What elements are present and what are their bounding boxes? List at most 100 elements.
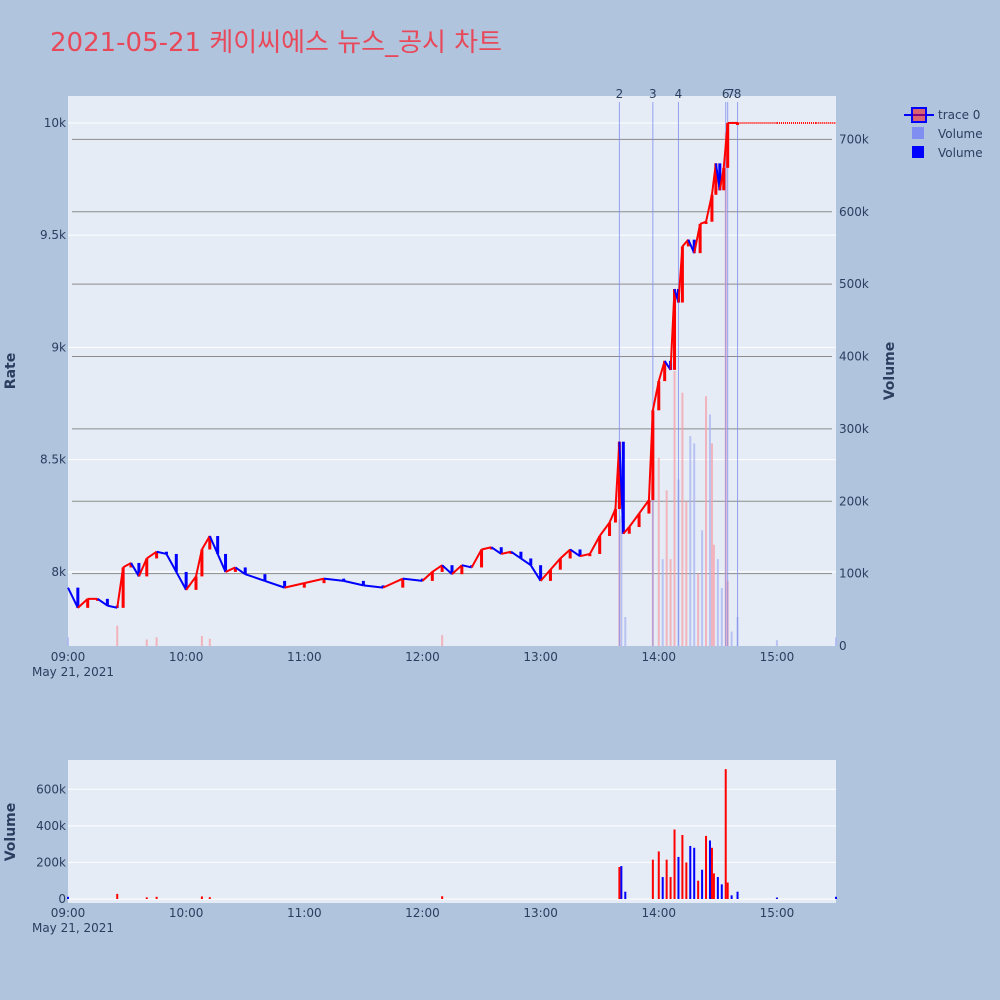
- volume-light-legend-icon: [912, 127, 924, 139]
- volume-x-tick-label: 15:00: [760, 906, 795, 920]
- x-tick-label: 10:00: [169, 650, 204, 664]
- volume-bar: [716, 877, 719, 899]
- candle-body: [673, 289, 677, 370]
- price-segment: [549, 557, 562, 571]
- legend[interactable]: trace 0 Volume Volume: [904, 107, 983, 160]
- volume-bar: [618, 866, 621, 899]
- volume-bar: [67, 896, 69, 899]
- volume-bar: [681, 834, 684, 899]
- y-axis-title: Rate: [3, 353, 19, 389]
- legend-item-volume-light[interactable]: Volume: [912, 127, 983, 141]
- candle-body: [233, 567, 237, 572]
- price-segment: [225, 566, 236, 573]
- volume-overlay-bar: [657, 457, 660, 646]
- price-segment: [598, 521, 611, 537]
- y-tick-label: 8k: [51, 565, 66, 579]
- candle-body: [621, 441, 625, 534]
- y-tick-label: 8.5k: [40, 453, 66, 467]
- event-marker-label: 3: [649, 87, 657, 101]
- event-marker-label: 8: [734, 87, 742, 101]
- volume-overlay-bar: [67, 637, 69, 646]
- main-y2-axis: 0 100k 200k 300k 400k 500k 600k 700k: [839, 132, 869, 653]
- candle-body: [588, 553, 592, 557]
- y2-tick-label: 500k: [839, 277, 869, 291]
- volume-bar: [710, 847, 713, 899]
- volume-overlay-bar: [712, 544, 715, 646]
- candle-body: [76, 587, 80, 608]
- volume-y-tick-label: 0: [58, 892, 66, 906]
- volume-overlay-bar: [673, 371, 676, 646]
- volume-overlay-bar: [681, 392, 684, 646]
- price-segment: [628, 512, 640, 528]
- volume-overlay-bar: [701, 530, 704, 646]
- volume-x-axis: 09:00 10:00 11:00 12:00 13:00 14:00 15:00: [51, 906, 795, 920]
- price-segment: [185, 575, 197, 591]
- volume-y-tick-label: 600k: [36, 782, 66, 796]
- volume-bar: [441, 896, 444, 899]
- candle-body: [224, 553, 228, 572]
- price-segment: [588, 535, 601, 555]
- candle-body: [710, 194, 714, 222]
- price-segment: [579, 552, 591, 558]
- legend-label-volume-2: Volume: [938, 146, 983, 160]
- candle-body: [381, 585, 385, 588]
- chart-title: 2021-05-21 케이씨에스 뉴스_공시 차트: [50, 28, 503, 58]
- event-marker-label: 7: [727, 87, 735, 101]
- price-segment: [539, 569, 552, 582]
- candle-body: [608, 522, 612, 536]
- x-date-label-lower: May 21, 2021: [32, 921, 114, 935]
- event-markers: 2 3 4 67 8: [616, 87, 742, 646]
- price-segment: [569, 548, 581, 558]
- price-segment: [323, 577, 344, 582]
- price-segment: [77, 598, 89, 609]
- volume-bar: [624, 891, 627, 899]
- candle-body: [480, 549, 484, 568]
- price-segment: [284, 582, 305, 589]
- candle-body: [302, 583, 306, 588]
- y-tick-label: 10k: [44, 116, 66, 130]
- y2-tick-label: 0: [839, 639, 847, 653]
- volume-bar: [835, 896, 837, 899]
- candle-body: [627, 527, 631, 534]
- candle-body: [164, 551, 168, 554]
- candle-body: [647, 500, 651, 514]
- x-tick-label: 14:00: [641, 650, 676, 664]
- x-tick-label: 15:00: [760, 650, 795, 664]
- price-segment: [559, 548, 571, 560]
- candle-body: [714, 163, 718, 195]
- price-segment: [481, 546, 492, 551]
- candle-body: [184, 571, 188, 590]
- candle-body: [657, 381, 661, 411]
- legend-item-trace-0[interactable]: trace 0: [904, 107, 980, 123]
- candle-body: [121, 567, 125, 608]
- price-segment: [244, 573, 266, 582]
- candle-body: [342, 578, 346, 581]
- price-segment: [67, 587, 79, 609]
- candle-body: [208, 536, 212, 550]
- volume-bar: [775, 897, 778, 899]
- volume-grid: [68, 788, 836, 900]
- volume-bar: [673, 829, 676, 899]
- y-tick-label: 9.5k: [40, 228, 66, 242]
- candle-body: [692, 239, 696, 254]
- price-segment: [501, 550, 512, 555]
- y2-tick-label: 700k: [839, 132, 869, 146]
- volume-bar: [693, 847, 696, 899]
- price-segment: [520, 557, 532, 567]
- volume-bar: [657, 851, 660, 899]
- price-segment: [510, 550, 522, 560]
- candle-body: [460, 565, 464, 575]
- volume-overlay-bar: [208, 638, 211, 646]
- volume-bar: [145, 897, 148, 899]
- price-segment: [470, 548, 483, 568]
- volume-x-tick-label: 14:00: [641, 906, 676, 920]
- volume-overlay-bar: [669, 559, 672, 646]
- legend-item-volume-dark[interactable]: Volume: [912, 146, 983, 160]
- candle-body: [548, 569, 552, 581]
- volume-overlay-bar: [624, 617, 627, 646]
- volume-bar: [708, 840, 711, 899]
- volume-x-tick-label: 10:00: [169, 906, 204, 920]
- volume-dark-legend-icon: [912, 146, 924, 158]
- price-segment: [451, 564, 463, 575]
- price-segment: [461, 564, 472, 569]
